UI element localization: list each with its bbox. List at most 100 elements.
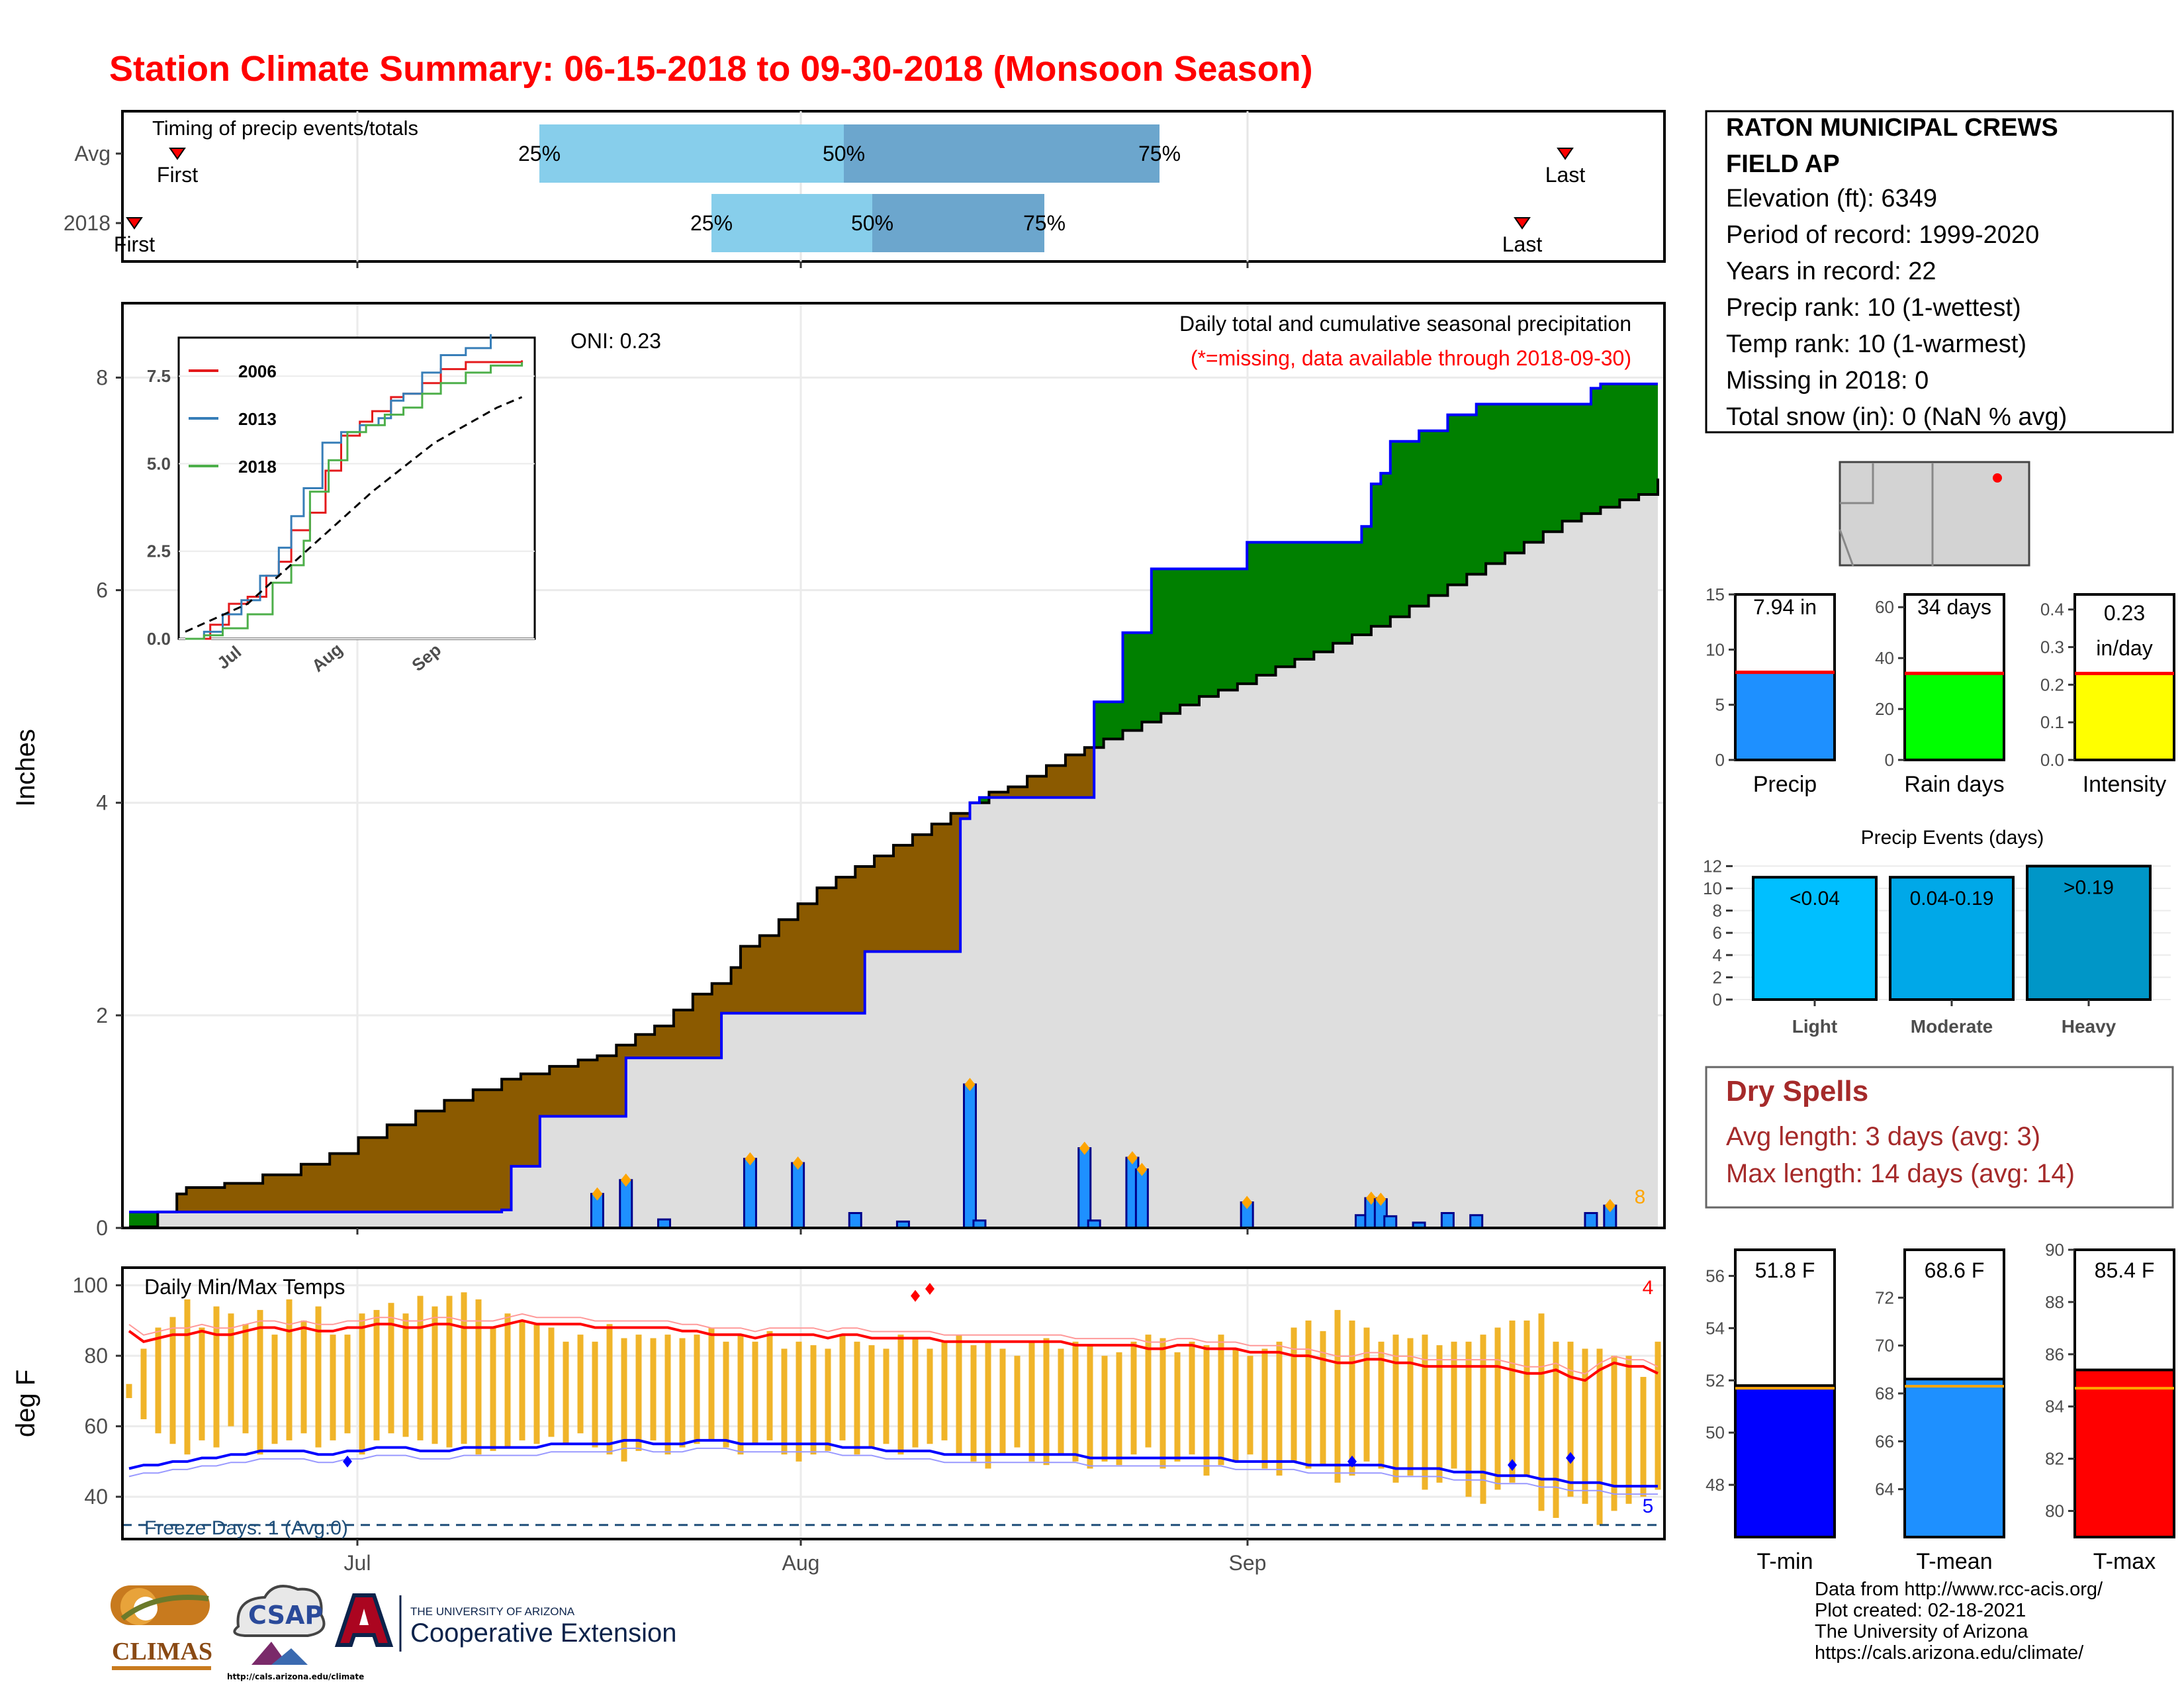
intensity-text-line1: 0.23 <box>2104 601 2145 625</box>
temp-daily-bar-44 <box>766 1331 773 1440</box>
timing-last-marker-1 <box>1514 217 1531 230</box>
temp-daily-bar-60 <box>999 1348 1006 1455</box>
climas-underline <box>112 1666 211 1670</box>
temp-bar-tick-label-tmin-52: 52 <box>1706 1370 1725 1390</box>
temp-daily-bar-18 <box>388 1303 394 1434</box>
temp-bar-tick-label-tmin-54: 54 <box>1706 1318 1725 1338</box>
summary-tick-label-precip-5: 5 <box>1715 695 1725 715</box>
timing-q75-label-0: 75% <box>1138 142 1181 165</box>
timing-q50-label-0: 50% <box>823 142 865 165</box>
temp-daily-bar-104 <box>1640 1377 1647 1497</box>
hot-days-count: 4 <box>1643 1277 1654 1299</box>
station-missing: Missing in 2018: 0 <box>1726 367 1929 395</box>
summary-tick-label-intensity-0.2: 0.2 <box>2040 675 2064 694</box>
cold-day-marker-3 <box>1566 1452 1575 1464</box>
station-elevation: Elevation (ft): 6349 <box>1726 185 1937 212</box>
temp-daily-bar-96 <box>1524 1320 1530 1476</box>
footer-created: Plot created: 02-18-2021 <box>1815 1600 2026 1621</box>
avg-max-line <box>128 1319 1659 1382</box>
hot-day-marker-0 <box>911 1289 920 1302</box>
summary-tick-label-rain_days-0: 0 <box>1885 750 1894 770</box>
summary-label-rain_days: Rain days <box>1904 772 2004 797</box>
precip-event-bar-9 <box>1077 1147 1092 1229</box>
summary-bar-rain_days <box>1903 672 2005 761</box>
temp-daily-bar-5 <box>199 1327 205 1440</box>
temp-bar-value-tmean: 68.6 F <box>1925 1258 1985 1282</box>
event-count-label: 8 <box>1635 1186 1646 1208</box>
temp-bar-tick-label-tmean-66: 66 <box>1875 1431 1894 1451</box>
temp-daily-bar-75 <box>1218 1335 1224 1466</box>
precip-total-text: 7.94 in <box>1753 595 1817 619</box>
temp-daily-bar-0 <box>126 1383 132 1399</box>
temp-daily-bar-15 <box>344 1335 351 1434</box>
timing-caption: Timing of precip events/totals <box>152 117 418 140</box>
temp-daily-bar-53 <box>897 1335 904 1455</box>
temp-daily-bar-26 <box>504 1313 511 1448</box>
dry-spells-avg: Avg length: 3 days (avg: 3) <box>1726 1122 2040 1151</box>
ua-line1: THE UNIVERSITY OF ARIZONA <box>410 1605 575 1618</box>
precip-event-bar-7 <box>963 1083 977 1229</box>
inset-ytick-1: 2.5 <box>147 541 171 561</box>
temp-daily-bar-84 <box>1349 1320 1355 1476</box>
temp-daily-bar-63 <box>1043 1338 1050 1466</box>
temp-bar-tmin <box>1734 1384 1836 1538</box>
climas-wordmark: CLIMAS <box>112 1638 212 1665</box>
climas-swoosh <box>120 1595 209 1621</box>
temp-xtick-label-Sep: Sep <box>1229 1551 1267 1575</box>
temp-bar-value-tmin: 51.8 F <box>1755 1258 1815 1282</box>
temp-daily-bar-55 <box>927 1348 933 1444</box>
summary-bar-precip <box>1734 671 1836 762</box>
temp-bar-tick-label-tmean-72: 72 <box>1875 1288 1894 1307</box>
oni-label: ONI: 0.23 <box>570 329 661 353</box>
temp-daily-bar-100 <box>1582 1348 1588 1504</box>
temp-bar-tick-label-tmin-48: 48 <box>1706 1475 1725 1495</box>
temp-bar-tick-label-tmean-70: 70 <box>1875 1336 1894 1356</box>
inset-legend-label-2006: 2006 <box>238 361 277 381</box>
temp-bar-tick-label-tmax-80: 80 <box>2045 1501 2064 1521</box>
timing-first-label-0: First <box>157 163 198 187</box>
precip-event-marker-11 <box>1126 1151 1138 1165</box>
temp-bar-tmean <box>1903 1378 2005 1539</box>
timing-q75-label-1: 75% <box>1023 211 1066 235</box>
temp-daily-bar-102 <box>1611 1356 1617 1511</box>
temp-daily-bar-34 <box>621 1338 627 1462</box>
temp-panel-frame <box>121 1266 1666 1540</box>
temp-daily-bar-19 <box>402 1313 409 1437</box>
temp-daily-bar-77 <box>1247 1356 1253 1455</box>
precip-event-marker-0 <box>592 1187 603 1201</box>
events-ytick-label-12: 12 <box>1703 856 1722 876</box>
temp-bar-tmax <box>2073 1368 2175 1539</box>
timing-row-label-0: Avg <box>74 142 111 165</box>
events-ytick-label-6: 6 <box>1713 923 1722 943</box>
main-ytick-label-2: 2 <box>96 1004 108 1027</box>
temp-daily-bar-76 <box>1232 1348 1239 1462</box>
station-info-box <box>1705 110 2174 434</box>
csap-logo: CSAP http://cals.arizona.edu/climate <box>227 1585 364 1681</box>
hot-day-marker-1 <box>925 1282 934 1295</box>
temp-daily-bar-7 <box>228 1313 234 1427</box>
temp-daily-bar-13 <box>315 1306 322 1448</box>
temp-daily-bar-94 <box>1494 1327 1501 1490</box>
ua-block-a-counter <box>359 1609 369 1625</box>
inset-series-line-2013 <box>185 334 492 640</box>
cold-day-marker-0 <box>343 1455 352 1468</box>
inset-ytick-0: 0.0 <box>147 629 171 649</box>
temp-daily-bar-90 <box>1436 1345 1443 1483</box>
precip-event-marker-22 <box>1604 1199 1615 1213</box>
timing-bar-q50-q75-1 <box>872 194 1044 252</box>
events-bar-heavy <box>2026 865 2152 1002</box>
temp-daily-bar-88 <box>1407 1338 1414 1476</box>
temp-daily-bar-71 <box>1160 1338 1166 1469</box>
temp-daily-bar-62 <box>1028 1341 1035 1462</box>
temp-daily-bar-38 <box>679 1338 686 1448</box>
events-bar-light <box>1752 876 1878 1001</box>
temp-daily-bar-80 <box>1291 1327 1297 1462</box>
temp-daily-bar-56 <box>941 1341 948 1440</box>
temp-xtick-label-Aug: Aug <box>782 1551 820 1575</box>
temp-daily-bar-92 <box>1465 1341 1472 1497</box>
temp-daily-bar-78 <box>1261 1348 1268 1469</box>
temp-daily-bar-73 <box>1189 1341 1195 1455</box>
temp-daily-bar-21 <box>432 1306 438 1444</box>
station-name-line1: RATON MUNICIPAL CREWS <box>1726 114 2058 142</box>
precip-event-bar-4 <box>791 1162 805 1229</box>
